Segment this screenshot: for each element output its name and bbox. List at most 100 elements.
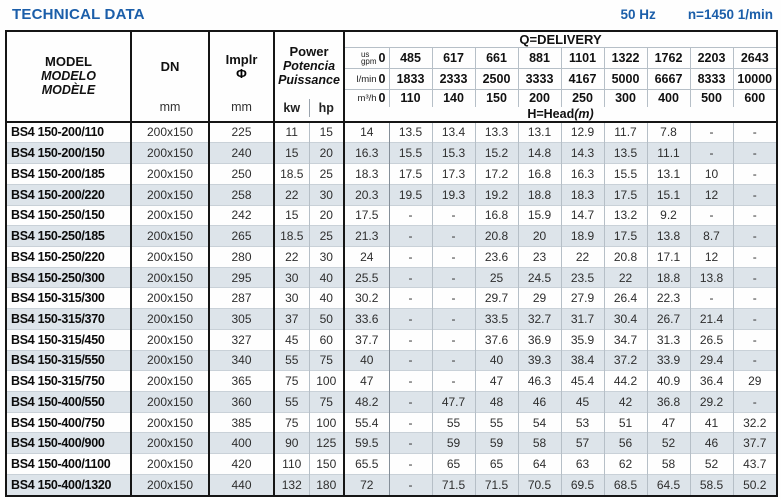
head-value-cell: 13.5: [604, 142, 648, 164]
delivery-value: 200: [518, 89, 562, 107]
delivery-zero-value: 0: [378, 72, 386, 86]
head-value-cell: 14.7: [561, 204, 605, 226]
head-value-cell: -: [389, 308, 433, 330]
dn-cell: 200x150: [131, 328, 210, 351]
head-value-cell: 65: [432, 453, 476, 475]
dn-cell: 200x150: [131, 349, 210, 371]
head-value-cell: 54: [518, 411, 562, 433]
dn-cell: 200x150: [131, 246, 210, 268]
hp-cell: 40: [309, 266, 345, 288]
kw-cell: 75: [274, 411, 310, 433]
impeller-header-cell: Implr Φ mm: [209, 31, 275, 122]
head-value-cell: 22: [561, 246, 605, 268]
head-value-cell: 8.7: [690, 225, 734, 247]
head-value-cell: 33.6: [344, 308, 390, 330]
head-value-cell: -: [389, 225, 433, 247]
head-value-cell: -: [733, 287, 778, 309]
head-value-cell: 13.8: [690, 266, 734, 288]
head-value-cell: 11.7: [604, 121, 648, 143]
hp-cell: 50: [309, 308, 345, 330]
kw-unit: kw: [283, 101, 301, 116]
head-value-cell: 23: [518, 246, 562, 268]
delivery-value: 110: [389, 89, 433, 107]
head-value-cell: 13.8: [647, 225, 691, 247]
delivery-value: 150: [475, 89, 519, 107]
technical-data-table: MODEL MODELO MODÈLE DN mm Implr: [5, 30, 779, 497]
table-row: BS4 150-400/550 200x150 360 55 75 48.2-47.7 48…: [6, 391, 778, 413]
head-value-cell: 17.5: [344, 204, 390, 226]
delivery-value: 400: [647, 89, 691, 107]
dn-header-cell: DN mm: [131, 31, 210, 122]
head-value-cell: 30.4: [604, 308, 648, 330]
delivery-value: 2333: [432, 68, 476, 90]
model-cell: BS4 150-315/550: [6, 349, 132, 371]
head-value-cell: 32.2: [733, 411, 778, 433]
head-value-cell: 58: [647, 453, 691, 475]
head-value-cell: 48.2: [344, 391, 390, 413]
kw-cell: 75: [274, 370, 310, 392]
head-value-cell: 39.3: [518, 349, 562, 371]
head-value-cell: 65.5: [344, 453, 390, 475]
delivery-value: 6667: [647, 68, 691, 90]
head-value-cell: 10: [690, 163, 734, 185]
kw-cell: 22: [274, 246, 310, 268]
delivery-lmin-row: l/min 0 1833 2333 2500 3333 4167 5000 6667 8333 10…: [6, 68, 778, 90]
head-value-cell: 36.4: [690, 370, 734, 392]
head-value-cell: 20.8: [475, 225, 519, 247]
head-value-cell: 36.9: [518, 328, 562, 351]
head-value-cell: 18.3: [344, 163, 390, 185]
head-value-cell: 17.3: [432, 163, 476, 185]
head-value-cell: 30.2: [344, 287, 390, 309]
table-row: BS4 150-250/300 200x150 295 30 40 25.5- -25 24.…: [6, 266, 778, 288]
head-value-cell: 55: [432, 411, 476, 433]
table-row: BS4 150-315/300 200x150 287 30 40 30.2- -29.7 2…: [6, 287, 778, 309]
head-value-cell: 56: [604, 432, 648, 454]
head-value-cell: 59: [432, 432, 476, 454]
head-value-cell: 26.5: [690, 328, 734, 351]
head-value-cell: 20: [518, 225, 562, 247]
delivery-unit-label-cell: l/min 0: [344, 68, 390, 90]
head-value-cell: 13.1: [518, 121, 562, 143]
head-value-cell: -: [389, 287, 433, 309]
head-value-cell: -: [432, 308, 476, 330]
head-value-cell: 71.5: [432, 473, 476, 496]
head-value-cell: 15.5: [604, 163, 648, 185]
delivery-value: 617: [432, 47, 476, 69]
head-value-cell: 32.7: [518, 308, 562, 330]
head-value-cell: -: [389, 370, 433, 392]
hp-cell: 125: [309, 432, 345, 454]
delivery-value: 1322: [604, 47, 648, 69]
head-value-cell: 37.2: [604, 349, 648, 371]
head-value-cell: -: [432, 204, 476, 226]
hp-cell: 30: [309, 183, 345, 206]
head-value-cell: -: [690, 204, 734, 226]
head-value-cell: 40: [475, 349, 519, 371]
head-value-cell: 14: [344, 121, 390, 143]
impeller-cell: 265: [209, 225, 275, 247]
head-value-cell: 16.8: [518, 163, 562, 185]
model-cell: BS4 150-315/300: [6, 287, 132, 309]
kw-cell: 11: [274, 121, 310, 143]
head-value-cell: 47: [475, 370, 519, 392]
table-row: BS4 150-400/1320 200x150 440 132 180 72-71.5 7…: [6, 473, 778, 496]
delivery-unit-label-cell: us gpm 0: [344, 47, 390, 69]
head-value-cell: 47: [344, 370, 390, 392]
dn-cell: 200x150: [131, 183, 210, 206]
delivery-value: 485: [389, 47, 433, 69]
head-value-cell: 17.5: [389, 163, 433, 185]
head-value-cell: 35.9: [561, 328, 605, 351]
head-value-cell: 18.3: [561, 183, 605, 206]
head-value-cell: -: [389, 432, 433, 454]
head-value-cell: 13.2: [604, 204, 648, 226]
head-value-cell: 50.2: [733, 473, 778, 496]
head-value-cell: 69.5: [561, 473, 605, 496]
power-units: kw hp: [275, 98, 342, 118]
delivery-value: 250: [561, 89, 605, 107]
head-value-cell: 47: [647, 411, 691, 433]
table-row: BS4 150-315/370 200x150 305 37 50 33.6- -33.5 3…: [6, 308, 778, 330]
delivery-m3h-row: m³/h 0 110 140 150 200 250 300 400 500 600: [6, 89, 778, 107]
delivery-value: 500: [690, 89, 734, 107]
dn-cell: 200x150: [131, 411, 210, 433]
head-value-cell: 9.2: [647, 204, 691, 226]
